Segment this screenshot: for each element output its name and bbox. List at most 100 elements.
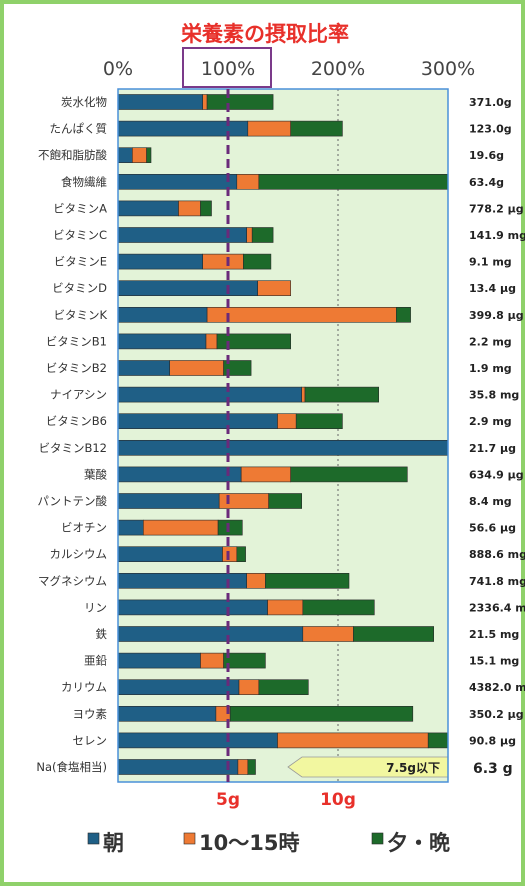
total-value-label: 19.6g: [469, 149, 504, 162]
bar-segment: [246, 227, 253, 243]
category-label: 亜鉛: [84, 654, 107, 668]
total-value-label: 123.0g: [469, 123, 512, 136]
sodium-label: Na(食塩相当): [36, 760, 107, 774]
bar-segment: [117, 306, 208, 323]
category-label: 食物繊維: [61, 175, 107, 189]
bar-segment: [302, 599, 375, 616]
total-value-label: 141.9 mg: [469, 229, 525, 242]
category-label: ビタミンC: [53, 228, 107, 242]
bar-segment: [117, 626, 304, 642]
total-value-label: 13.4 μg: [469, 282, 516, 295]
sodium-bar-segment: [117, 759, 239, 775]
category-label: 鉄: [96, 627, 108, 641]
total-value-label: 1.9 mg: [469, 362, 512, 375]
total-value-label: 9.1 mg: [469, 256, 512, 269]
bar-segment: [206, 306, 397, 323]
bar-segment: [353, 626, 434, 642]
bar-segment: [117, 280, 258, 297]
total-value-label: 371.0g: [469, 96, 512, 109]
bar-segment: [229, 705, 414, 722]
bar-segment: [268, 493, 303, 509]
category-label: ビタミンD: [52, 281, 107, 295]
plot-area: [118, 89, 448, 782]
x-tick-label: 300%: [421, 58, 475, 80]
total-value-label: 90.8 μg: [469, 734, 516, 747]
bar-segment: [290, 120, 343, 137]
bar-segment: [117, 546, 223, 563]
total-value-label: 778.2 μg: [469, 202, 524, 215]
total-value-label: 56.6 μg: [469, 522, 516, 535]
bar-segment: [117, 519, 144, 536]
chart-title: 栄養素の摂取比率: [180, 22, 349, 46]
bar-segment: [169, 360, 224, 376]
bar-segment: [117, 705, 217, 722]
category-label: ビオチン: [61, 521, 107, 535]
bar-segment: [178, 200, 201, 217]
category-label: マグネシウム: [38, 574, 107, 588]
bar-segment: [146, 147, 152, 163]
bar-segment: [301, 386, 306, 403]
bar-segment: [222, 546, 238, 563]
bar-segment: [240, 466, 291, 483]
bar-segment: [117, 94, 203, 110]
legend-swatch: [183, 832, 196, 845]
bar-segment: [206, 94, 274, 110]
bar-segment: [117, 413, 278, 430]
category-label: ビタミンB12: [38, 441, 107, 455]
bar-segment: [247, 120, 292, 137]
total-value-label: 63.4g: [469, 176, 504, 189]
total-value-label: 21.7 μg: [469, 442, 516, 455]
total-value-label: 399.8 μg: [469, 309, 524, 322]
bar-segment: [132, 147, 147, 163]
legend-swatch: [87, 832, 100, 845]
bar-segment: [143, 519, 219, 536]
bar-segment: [217, 519, 243, 536]
bar-segment: [117, 493, 220, 509]
category-label: ビタミンE: [54, 255, 107, 269]
bar-segment: [277, 732, 429, 749]
sodium-value-label: 6.3 g: [473, 761, 513, 777]
x-tick-label: 100%: [201, 58, 255, 80]
total-value-label: 2336.4 mg: [469, 601, 525, 614]
bar-segment: [117, 652, 201, 669]
category-label: ビタミンB2: [46, 361, 107, 375]
bar-segment: [117, 253, 203, 270]
bar-segment: [246, 572, 266, 589]
legend-swatch: [371, 832, 384, 845]
bar-segment: [277, 413, 297, 430]
bar-segment: [258, 174, 449, 190]
sodium-bar-segment: [247, 759, 256, 775]
bar-segment: [200, 200, 212, 217]
plot-border: [117, 88, 449, 783]
bar-segment: [267, 599, 304, 616]
category-label: ビタミンB6: [46, 414, 107, 428]
bar-segment: [251, 227, 274, 243]
bar-segment: [117, 360, 171, 376]
category-label: 炭水化物: [61, 95, 107, 109]
bar-segment: [395, 306, 411, 323]
bar-segment: [223, 360, 252, 376]
total-value-label: 35.8 mg: [469, 389, 519, 402]
x-tick-label: 0%: [103, 58, 133, 80]
gram-scale-label: 5g: [216, 790, 240, 810]
bar-segment: [117, 174, 238, 190]
category-label: カリウム: [61, 680, 107, 694]
bar-segment: [205, 333, 218, 350]
bar-segment: [304, 386, 379, 403]
bar-segment: [238, 679, 260, 696]
category-label: リン: [84, 600, 107, 614]
bar-segment: [117, 439, 449, 456]
bar-segment: [236, 546, 246, 563]
bar-segment: [290, 466, 408, 483]
legend-label: 10～15時: [199, 831, 299, 855]
total-value-label: 15.1 mg: [469, 655, 519, 668]
x-tick-label: 200%: [311, 58, 365, 80]
bar-segment: [117, 679, 240, 696]
total-value-label: 21.5 mg: [469, 628, 519, 641]
total-value-label: 888.6 mg: [469, 548, 525, 561]
sodium-target-label: 7.5g以下: [386, 761, 440, 775]
bar-segment: [117, 466, 242, 483]
bar-segment: [265, 572, 350, 589]
bar-segment: [236, 174, 260, 190]
